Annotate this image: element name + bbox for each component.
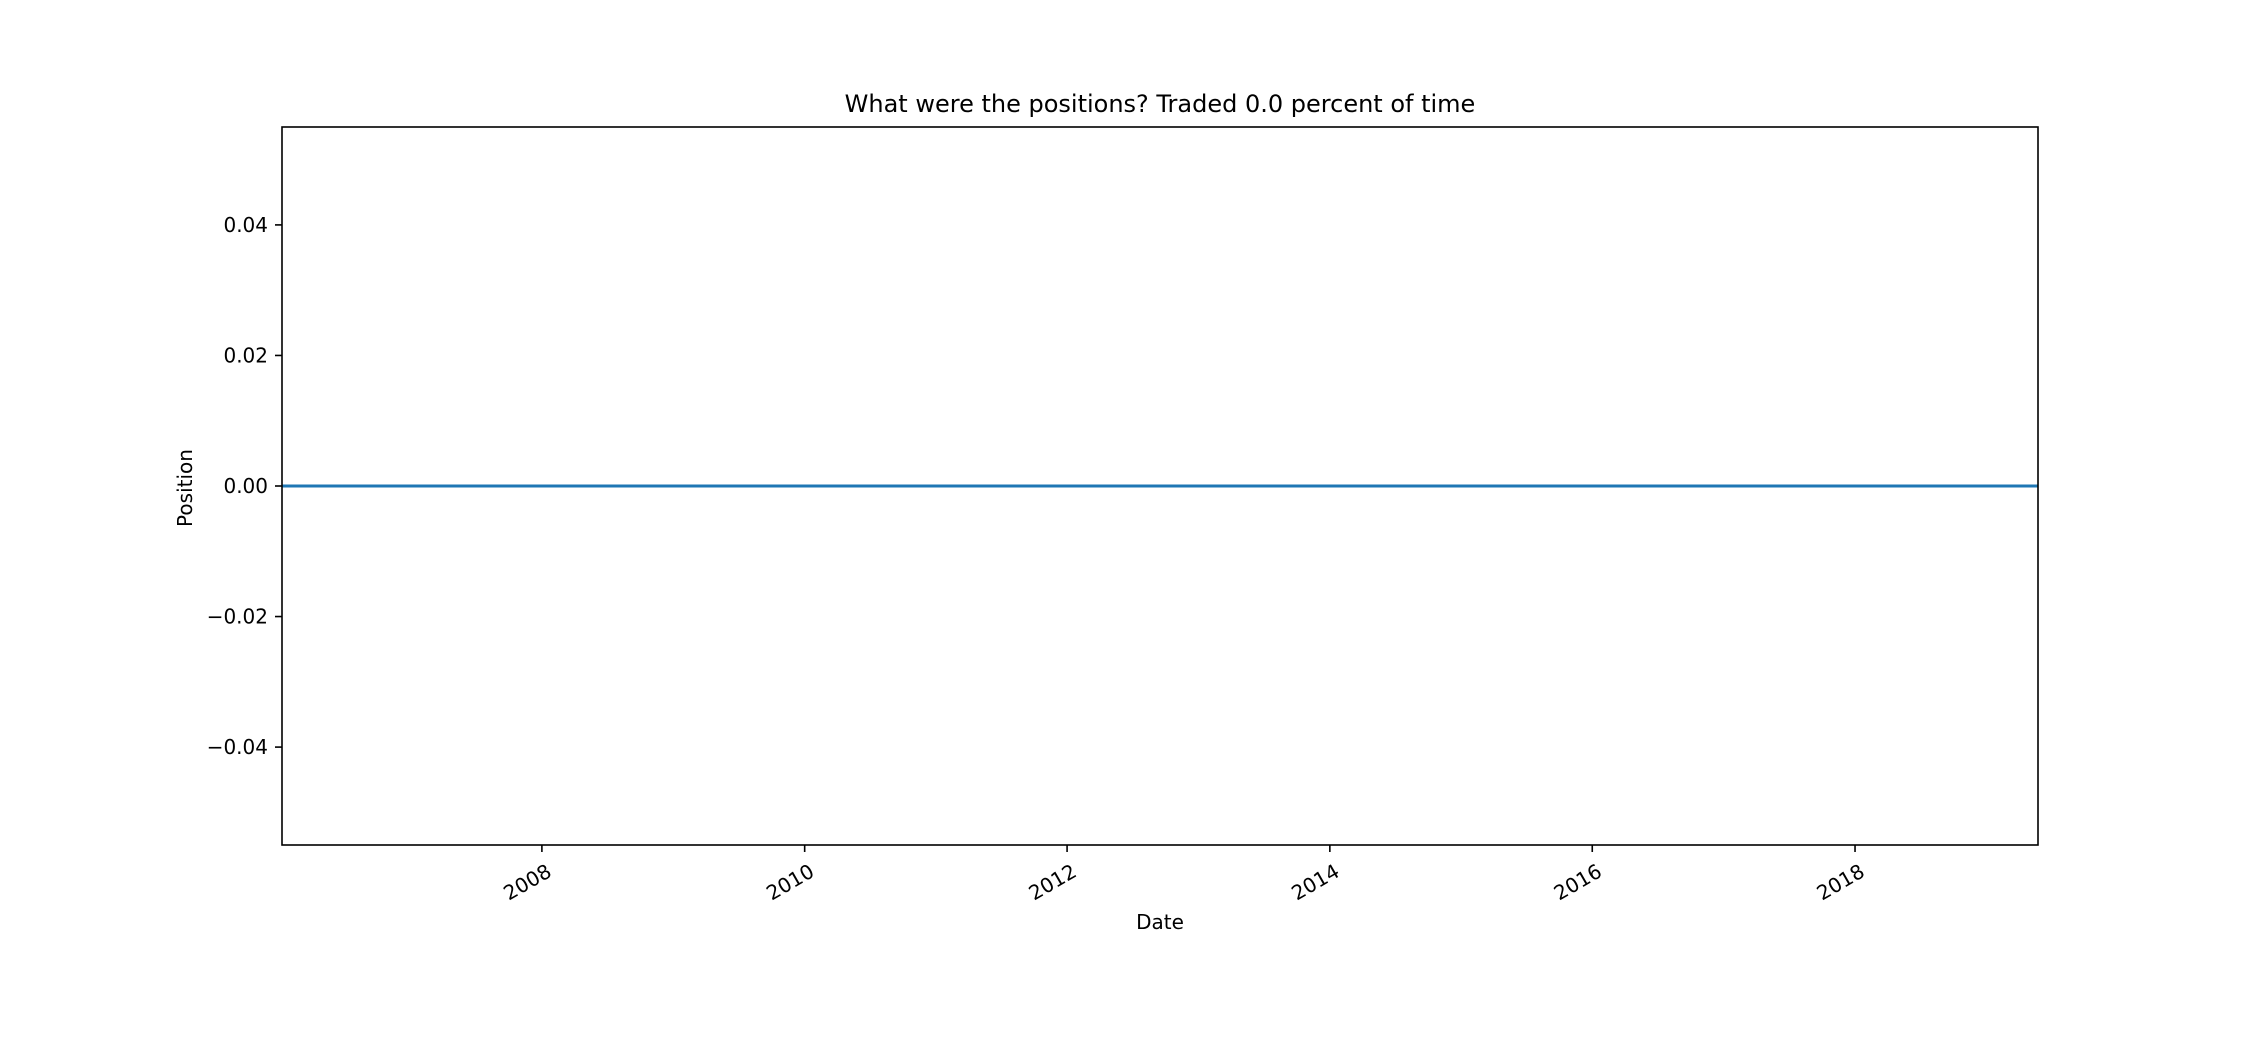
y-tick-label: −0.04 — [207, 735, 268, 759]
plot-frame — [281, 126, 2039, 846]
x-tick-label: 2016 — [1550, 859, 1606, 905]
x-axis-ticks: 2008 2010 2012 2014 2016 2018 — [499, 845, 1869, 905]
x-tick-label: 2010 — [762, 859, 818, 905]
y-tick-label: 0.04 — [223, 213, 268, 237]
x-tick-label: 2012 — [1024, 859, 1080, 905]
y-axis-ticks: 0.04 0.02 0.00 −0.02 −0.04 — [207, 213, 282, 759]
y-tick-label: −0.02 — [207, 605, 268, 629]
x-tick-label: 2008 — [499, 859, 555, 905]
x-tick-label: 2014 — [1287, 859, 1343, 905]
x-axis-label: Date — [1136, 910, 1184, 934]
y-tick-label: 0.02 — [223, 343, 268, 367]
y-tick-label: 0.00 — [223, 474, 268, 498]
chart-title: What were the positions? Traded 0.0 perc… — [845, 90, 1476, 118]
x-tick-label: 2018 — [1812, 859, 1868, 905]
y-axis-label: Position — [173, 449, 197, 527]
